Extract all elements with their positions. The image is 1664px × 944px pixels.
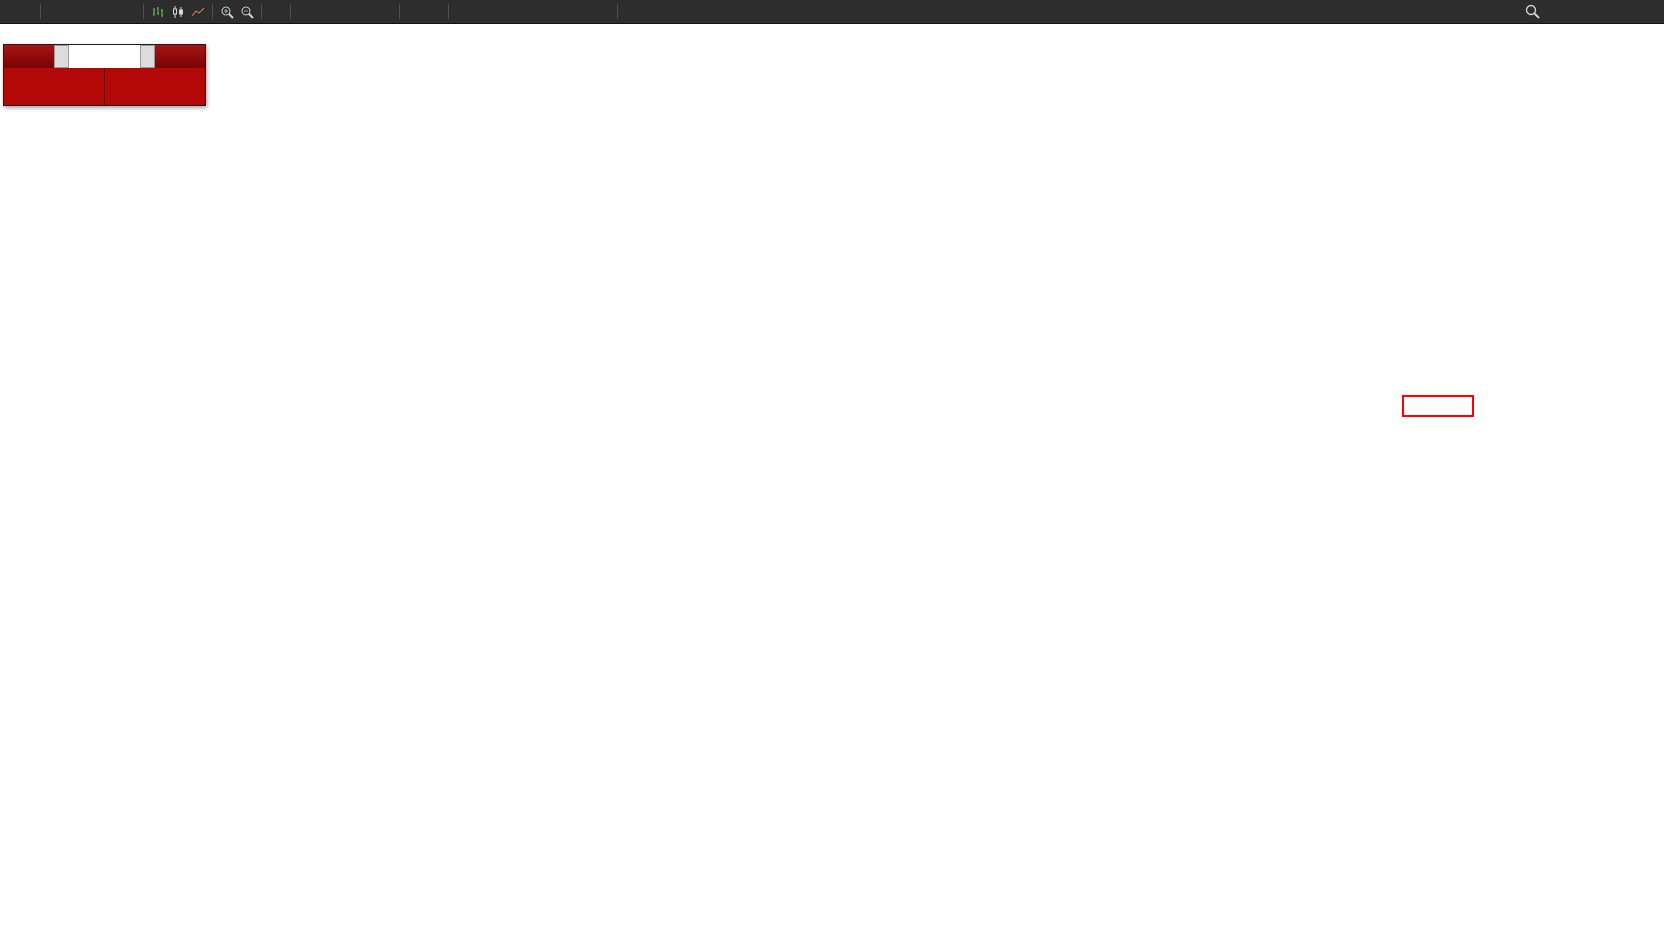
- vline-tool-icon[interactable]: [454, 4, 472, 20]
- search-icon[interactable]: [1523, 4, 1541, 20]
- trendline-tool-icon[interactable]: [494, 4, 512, 20]
- auto-trading-button[interactable]: [106, 2, 138, 22]
- scroll-marker-icon[interactable]: [1547, 4, 1565, 20]
- new-order-icon: [8, 4, 26, 20]
- fibonacci-tool-icon[interactable]: [534, 4, 552, 20]
- trade-panel-prices: [4, 68, 205, 105]
- zoom-in-icon[interactable]: [218, 4, 236, 20]
- cursor-tool-icon[interactable]: [405, 4, 423, 20]
- toolbar-separator: [261, 4, 262, 19]
- toolbar-separator: [617, 4, 618, 19]
- sell-button[interactable]: [4, 45, 54, 68]
- trade-panel-top-row: [4, 45, 205, 68]
- add-indicator-icon[interactable]: [336, 4, 354, 20]
- line-chart-mode-icon[interactable]: [189, 4, 207, 20]
- sell-price[interactable]: [4, 68, 105, 105]
- channel-tool-icon[interactable]: [514, 4, 532, 20]
- objects-list-icon[interactable]: [316, 4, 334, 20]
- indicator-list-icon[interactable]: [296, 4, 314, 20]
- shapes-tool-icon[interactable]: [594, 4, 612, 20]
- navigator-icon[interactable]: [86, 4, 104, 20]
- toolbar-separator: [399, 4, 400, 19]
- toolbar-separator: [212, 4, 213, 19]
- toolbar-separator: [40, 4, 41, 19]
- volume-spin-up[interactable]: [140, 45, 155, 68]
- buy-price[interactable]: [105, 68, 205, 105]
- bar-chart-mode-icon[interactable]: [149, 4, 167, 20]
- new-order-button[interactable]: [3, 2, 35, 22]
- candle-chart-mode-icon[interactable]: [169, 4, 187, 20]
- volume-spin-down[interactable]: [54, 45, 69, 68]
- text-tool-icon[interactable]: [554, 4, 572, 20]
- auto-trading-icon: [111, 4, 129, 20]
- toolbar-separator: [448, 4, 449, 19]
- main-toolbar: [0, 0, 1664, 24]
- hline-tool-icon[interactable]: [474, 4, 492, 20]
- template-mail-icon[interactable]: [376, 4, 394, 20]
- zoom-out-icon[interactable]: [238, 4, 256, 20]
- data-window-icon[interactable]: [66, 4, 84, 20]
- toolbar-right-group: [1523, 4, 1565, 20]
- tile-windows-icon[interactable]: [267, 4, 285, 20]
- arrow-tool-icon[interactable]: [574, 4, 592, 20]
- toolbar-separator: [143, 4, 144, 19]
- buy-button[interactable]: [155, 45, 205, 68]
- support-level-label[interactable]: [1402, 395, 1474, 417]
- crosshair-tool-icon[interactable]: [425, 4, 443, 20]
- period-cycle-icon[interactable]: [356, 4, 374, 20]
- volume-input[interactable]: [69, 45, 140, 68]
- one-click-trading-panel: [3, 44, 206, 106]
- toolbar-separator: [290, 4, 291, 19]
- market-watch-icon[interactable]: [46, 4, 64, 20]
